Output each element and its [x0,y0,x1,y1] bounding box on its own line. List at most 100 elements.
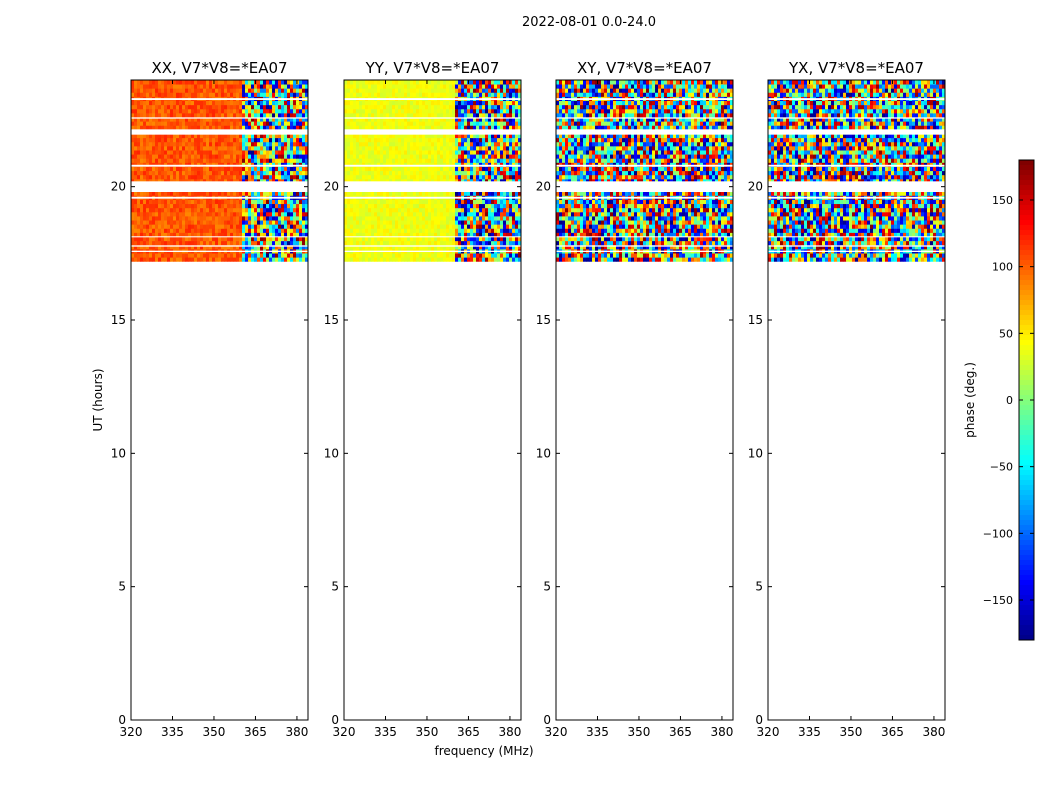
heatmap-cell [479,137,483,143]
heatmap-cell [248,154,252,159]
heatmap-cell [482,191,486,196]
heatmap-cell [443,240,447,246]
heatmap-cell [302,117,306,122]
heatmap-cell [269,244,273,250]
heatmap-cell [356,162,360,167]
heatmap-cell [233,207,237,213]
heatmap-cell [380,162,384,167]
heatmap-cell [176,154,180,159]
heatmap-cell [146,232,150,237]
heatmap-cell [155,145,159,151]
heatmap-cell [197,154,201,159]
heatmap-cell [383,220,387,225]
heatmap-cell [500,216,504,221]
heatmap-cell [389,174,393,180]
heatmap-cell [158,199,162,205]
heatmap-cell [260,253,264,258]
heatmap-cell [131,137,135,143]
heatmap-cell [428,145,432,151]
heatmap-cell [248,228,252,233]
heatmap-cell [167,100,171,106]
heatmap-cell [266,92,270,97]
heatmap-cell [299,253,303,258]
heatmap-cell [422,216,426,221]
heatmap-cell [392,191,396,196]
heatmap-cell [494,141,498,147]
heatmap-cell [290,158,294,163]
heatmap-cell [389,170,393,176]
heatmap-cell [350,174,354,180]
heatmap-cell [395,166,399,172]
heatmap-cell [503,141,507,147]
heatmap-cell [188,162,192,167]
heatmap-cell [353,170,357,176]
heatmap-cell [167,104,171,110]
heatmap-cell [290,224,294,229]
heatmap-cell [185,174,189,180]
heatmap-cell [131,80,135,85]
heatmap-cell [260,92,264,97]
heatmap-cell [377,100,381,106]
heatmap-cell [218,104,222,110]
heatmap-cell [284,253,288,258]
heatmap-cell [407,228,411,233]
heatmap-cell [488,224,492,229]
heatmap-cell [410,145,414,151]
heatmap-cell [284,199,288,205]
heatmap-cell [404,162,408,167]
heatmap-cell [209,121,213,126]
heatmap-cell [455,211,459,217]
heatmap-cell [209,203,213,209]
heatmap-cell [446,162,450,167]
heatmap-cell [272,191,276,196]
heatmap-cell [404,199,408,205]
heatmap-cell [374,220,378,225]
heatmap-cell [467,170,471,176]
heatmap-cell [203,174,207,180]
heatmap-cell [440,121,444,126]
heatmap-cell [143,88,147,93]
heatmap-cell [383,199,387,205]
heatmap-cell [263,166,267,172]
heatmap-cell [377,158,381,163]
heatmap-cell [260,108,264,114]
heatmap-cell [194,162,198,167]
heatmap-cell [455,207,459,213]
heatmap-cell [404,154,408,159]
heatmap-cell [197,211,201,217]
heatmap-cell [422,244,426,250]
heatmap-cell [434,112,438,118]
heatmap-cell [269,80,273,85]
heatmap-cell [236,191,240,196]
heatmap-cell [266,145,270,151]
heatmap-cell [431,240,435,246]
heatmap-cell [434,121,438,126]
heatmap-cell [485,170,489,176]
heatmap-cell [275,84,279,89]
heatmap-cell [197,88,201,93]
heatmap-cell [218,211,222,217]
heatmap-cell [299,191,303,196]
heatmap-cell [374,211,378,217]
heatmap-cell [386,244,390,250]
heatmap-cell [365,112,369,118]
heatmap-cell [347,121,351,126]
heatmap-cell [194,158,198,163]
heatmap-cell [254,162,258,167]
heatmap-cell [254,174,258,180]
heatmap-cell [233,108,237,114]
heatmap-cell [170,220,174,225]
heatmap-cell [374,207,378,213]
heatmap-cell [515,232,519,237]
heatmap-cell [503,216,507,221]
heatmap-cell [401,224,405,229]
heatmap-cell [182,112,186,118]
heatmap-cell [170,141,174,147]
heatmap-cell [425,228,429,233]
heatmap-cell [212,108,216,114]
heatmap-cell [278,224,282,229]
heatmap-cell [482,100,486,106]
heatmap-cell [305,112,309,118]
heatmap-cell [380,145,384,151]
heatmap-cell [248,178,252,184]
